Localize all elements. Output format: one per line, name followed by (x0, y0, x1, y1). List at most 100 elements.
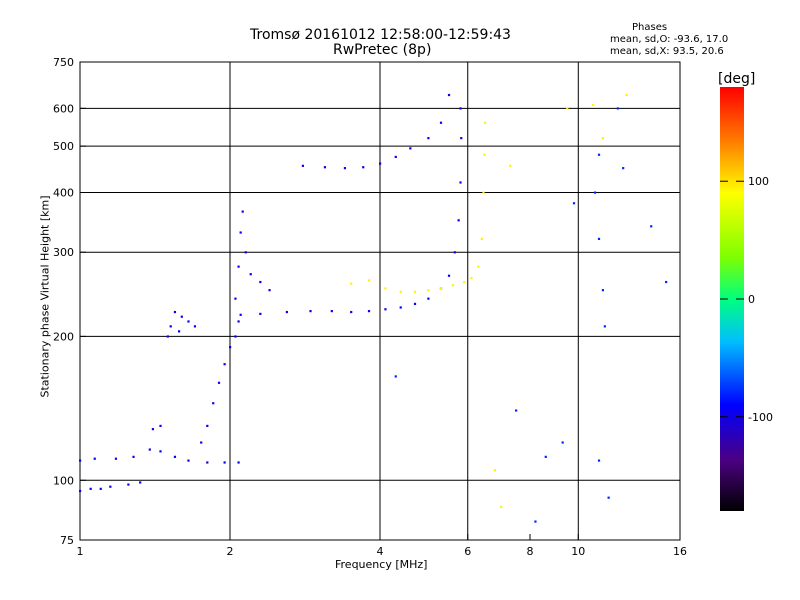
data-point (591, 103, 595, 107)
y-tick-label: 100 (53, 474, 74, 487)
data-point (217, 381, 221, 384)
data-point (79, 489, 82, 493)
data-point (187, 320, 190, 323)
data-point (413, 290, 417, 293)
data-point (399, 306, 402, 309)
data-point (399, 290, 402, 293)
data-point (187, 459, 190, 462)
colorbar-tick-label: 0 (748, 293, 755, 306)
y-tick-label: 500 (53, 140, 74, 153)
data-point (534, 520, 537, 523)
data-point (439, 121, 443, 124)
data-point (447, 93, 451, 97)
data-point (132, 455, 135, 458)
data-point (114, 457, 118, 460)
data-point (515, 409, 518, 412)
colorbar-tick-label: 100 (748, 175, 769, 188)
data-point (544, 455, 547, 458)
data-point (427, 289, 430, 292)
data-point (330, 310, 333, 313)
data-point (259, 312, 262, 315)
data-point (169, 325, 172, 328)
data-point (394, 375, 397, 378)
data-point (159, 424, 162, 428)
y-tick-label: 600 (53, 102, 74, 115)
data-point (301, 164, 305, 167)
data-point (480, 237, 483, 241)
data-point (79, 459, 82, 462)
data-point (343, 167, 347, 170)
y-tick-label: 400 (53, 186, 74, 199)
data-point (460, 137, 463, 140)
data-point (166, 335, 169, 338)
data-point (237, 461, 240, 464)
data-point (493, 469, 497, 472)
data-point (477, 265, 480, 268)
x-axis-label: Frequency [MHz] (335, 558, 428, 571)
chart-subtitle: RwPretec (8p) (333, 42, 432, 58)
data-point (603, 325, 606, 328)
data-point (285, 310, 288, 314)
colorbar-tick-label: -100 (748, 411, 773, 424)
data-point (173, 455, 177, 458)
data-point (457, 219, 460, 222)
data-point (367, 310, 371, 313)
data-point (237, 320, 240, 323)
x-tick-label: 1 (77, 545, 84, 558)
data-point (177, 330, 181, 333)
data-point (323, 166, 327, 169)
data-point (234, 297, 237, 300)
phases-title: Phases (632, 22, 668, 33)
data-point (229, 346, 232, 349)
chart-title: Tromsø 20161012 12:58:00-12:59:43 (250, 27, 511, 43)
data-point (249, 273, 252, 276)
x-tick-label: 16 (673, 545, 687, 558)
y-tick-label: 300 (53, 246, 74, 259)
data-point (362, 166, 365, 169)
y-tick-label: 75 (60, 534, 74, 547)
data-point (139, 481, 142, 484)
colorbar-unit: [deg] (718, 71, 756, 87)
data-point (459, 107, 462, 110)
data-point (148, 448, 151, 451)
data-point (259, 280, 262, 284)
data-point (89, 487, 92, 490)
data-point (212, 402, 215, 405)
data-point (200, 441, 203, 444)
data-point (127, 483, 130, 486)
phases-x-mode-stats: mean, sd,X: 93.5, 20.6 (610, 46, 724, 57)
x-tick-label: 4 (377, 545, 384, 558)
data-point (484, 121, 487, 124)
data-point (451, 284, 455, 287)
data-point (268, 289, 271, 292)
data-point (223, 363, 226, 366)
data-point (206, 461, 209, 464)
y-tick-label: 750 (53, 56, 74, 69)
phases-o-mode-stats: mean, sd,O: -93.6, 17.0 (610, 34, 729, 45)
data-point (151, 428, 155, 431)
data-point (427, 297, 430, 300)
y-tick-label: 200 (53, 330, 74, 343)
data-point (597, 459, 601, 462)
data-point (239, 231, 242, 234)
data-point (237, 265, 240, 268)
x-tick-label: 10 (571, 545, 585, 558)
data-point (234, 335, 237, 338)
data-point (379, 162, 382, 165)
data-point (439, 287, 443, 290)
data-point (427, 137, 430, 140)
data-point (500, 505, 503, 509)
data-point (566, 107, 569, 110)
data-point (593, 191, 597, 194)
data-point (241, 210, 244, 213)
data-point (309, 310, 312, 313)
data-point (206, 424, 209, 428)
data-point (572, 202, 576, 205)
data-point (597, 153, 601, 156)
data-point (597, 237, 601, 241)
data-point (650, 225, 653, 228)
data-point (99, 487, 102, 490)
data-point (173, 310, 177, 314)
data-point (607, 496, 610, 499)
